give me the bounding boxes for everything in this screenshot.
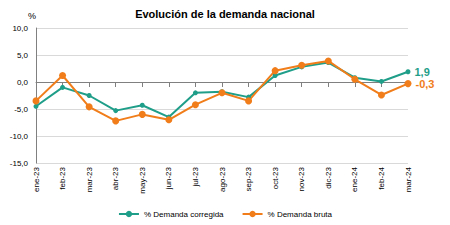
svg-text:-5,0: -5,0 — [14, 105, 28, 114]
svg-text:-10,0: -10,0 — [10, 132, 29, 141]
svg-text:-0,3: -0,3 — [416, 78, 435, 90]
svg-text:feb-23: feb-23 — [58, 166, 67, 189]
svg-text:dic-23: dic-23 — [324, 166, 333, 188]
svg-text:nov-23: nov-23 — [297, 166, 306, 191]
svg-text:ene-23: ene-23 — [32, 166, 41, 191]
svg-text:abr-23: abr-23 — [111, 166, 120, 190]
svg-text:%: % — [28, 11, 36, 21]
svg-text:mar-24: mar-24 — [404, 166, 413, 192]
svg-text:ene-24: ene-24 — [350, 166, 359, 191]
svg-text:0,0: 0,0 — [17, 78, 29, 87]
svg-text:mar-23: mar-23 — [85, 166, 94, 192]
svg-text:feb-24: feb-24 — [377, 166, 386, 189]
svg-text:Evolución de la demanda nacion: Evolución de la demanda nacional — [135, 8, 315, 20]
svg-text:may-23: may-23 — [138, 166, 147, 193]
svg-text:jun-23: jun-23 — [164, 166, 173, 190]
svg-text:1,9: 1,9 — [415, 66, 430, 78]
svg-text:oct-23: oct-23 — [271, 166, 280, 189]
svg-text:10,0: 10,0 — [12, 24, 28, 33]
svg-text:sep-23: sep-23 — [244, 166, 253, 191]
svg-text:% Demanda corregida: % Demanda corregida — [144, 210, 224, 219]
svg-text:jul-23: jul-23 — [191, 166, 200, 187]
svg-text:% Demanda bruta: % Demanda bruta — [268, 210, 333, 219]
svg-text:ago-23: ago-23 — [218, 166, 227, 191]
svg-text:-15,0: -15,0 — [10, 159, 29, 168]
svg-text:5,0: 5,0 — [17, 51, 29, 60]
